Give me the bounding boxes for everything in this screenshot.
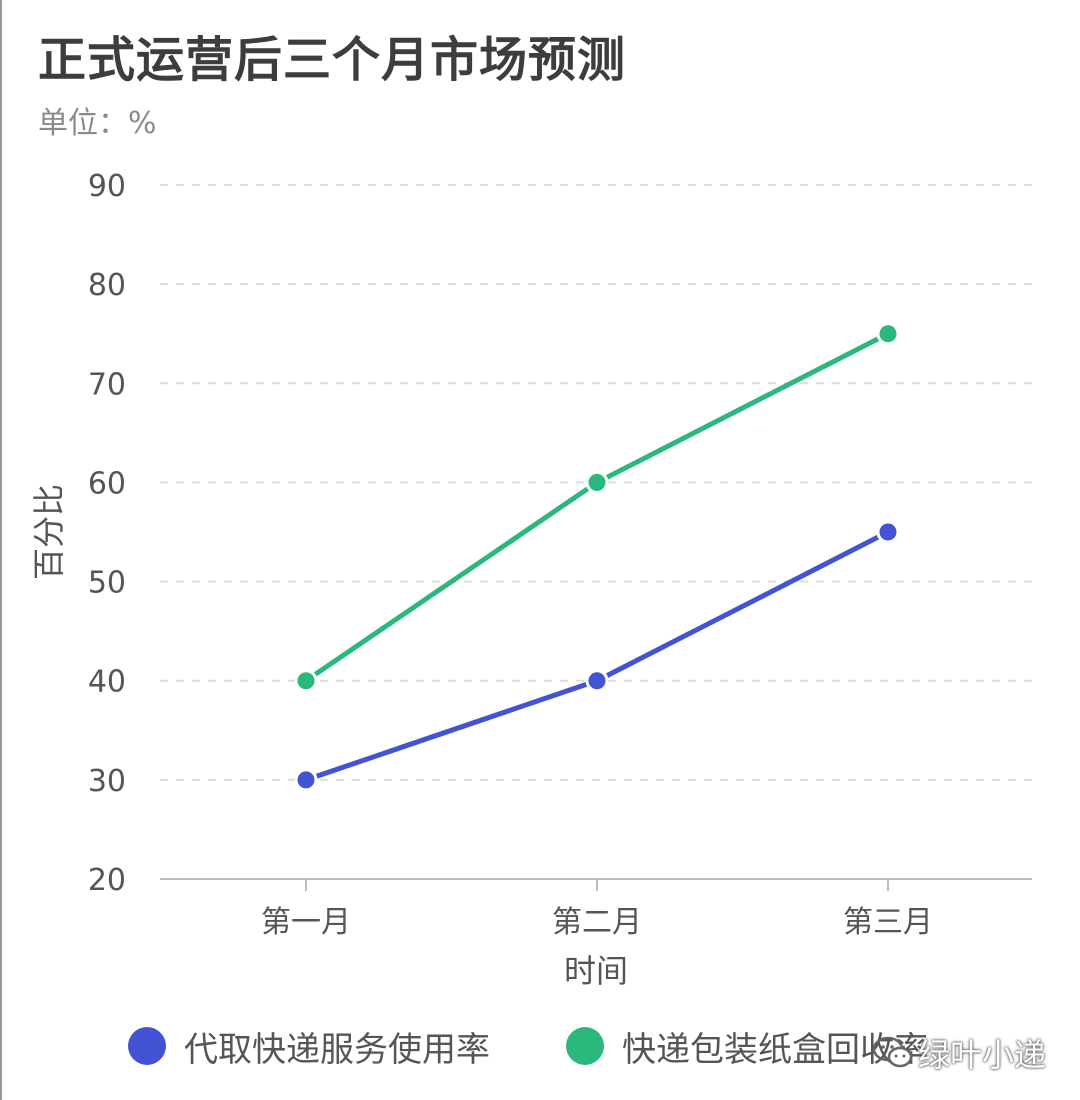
series-1-point-2 <box>585 669 609 693</box>
legend-dot-series-1 <box>128 1027 166 1065</box>
chart-subtitle: 单位：% <box>38 106 157 141</box>
x-tick-label-1: 第一月 <box>261 905 351 940</box>
watermark-text: 绿叶小递 <box>917 1036 1046 1074</box>
y-tick-label-60: 60 <box>88 466 126 501</box>
legend-item-series-1[interactable]: 代取快递服务使用率 <box>128 1020 490 1072</box>
left-border <box>0 0 2 1100</box>
y-tick-label-50: 50 <box>88 566 126 601</box>
chart-title: 正式运营后三个月市场预测 <box>38 32 627 88</box>
series-line-1 <box>303 529 891 783</box>
series-1-point-3 <box>876 520 900 544</box>
y-axis-title: 百分比 <box>30 484 68 580</box>
series-1-point-1 <box>294 768 318 792</box>
watermark: 绿叶小递 <box>872 1030 1046 1076</box>
legend-label-series-1: 代取快递服务使用率 <box>184 1029 490 1070</box>
series-2-point-1 <box>294 669 318 693</box>
x-tick-label-3: 第三月 <box>843 905 933 940</box>
x-tick-label-2: 第二月 <box>552 905 642 940</box>
y-tick-label-30: 30 <box>88 764 126 799</box>
legend-item-series-2[interactable]: 快递包装纸盒回收率 <box>566 1020 928 1072</box>
wechat-icon <box>872 1036 913 1068</box>
series-2-point-3 <box>876 322 900 346</box>
x-axis-title: 时间 <box>564 952 628 990</box>
y-tick-label-20: 20 <box>88 863 126 898</box>
series-2-point-2 <box>585 470 609 494</box>
legend-label-series-2: 快递包装纸盒回收率 <box>622 1029 928 1070</box>
y-tick-label-70: 70 <box>88 367 126 402</box>
y-tick-label-90: 90 <box>88 169 126 204</box>
legend-dot-series-2 <box>566 1027 604 1065</box>
y-tick-label-40: 40 <box>88 665 126 700</box>
series-line-2 <box>303 331 891 684</box>
y-tick-label-80: 80 <box>88 268 126 303</box>
